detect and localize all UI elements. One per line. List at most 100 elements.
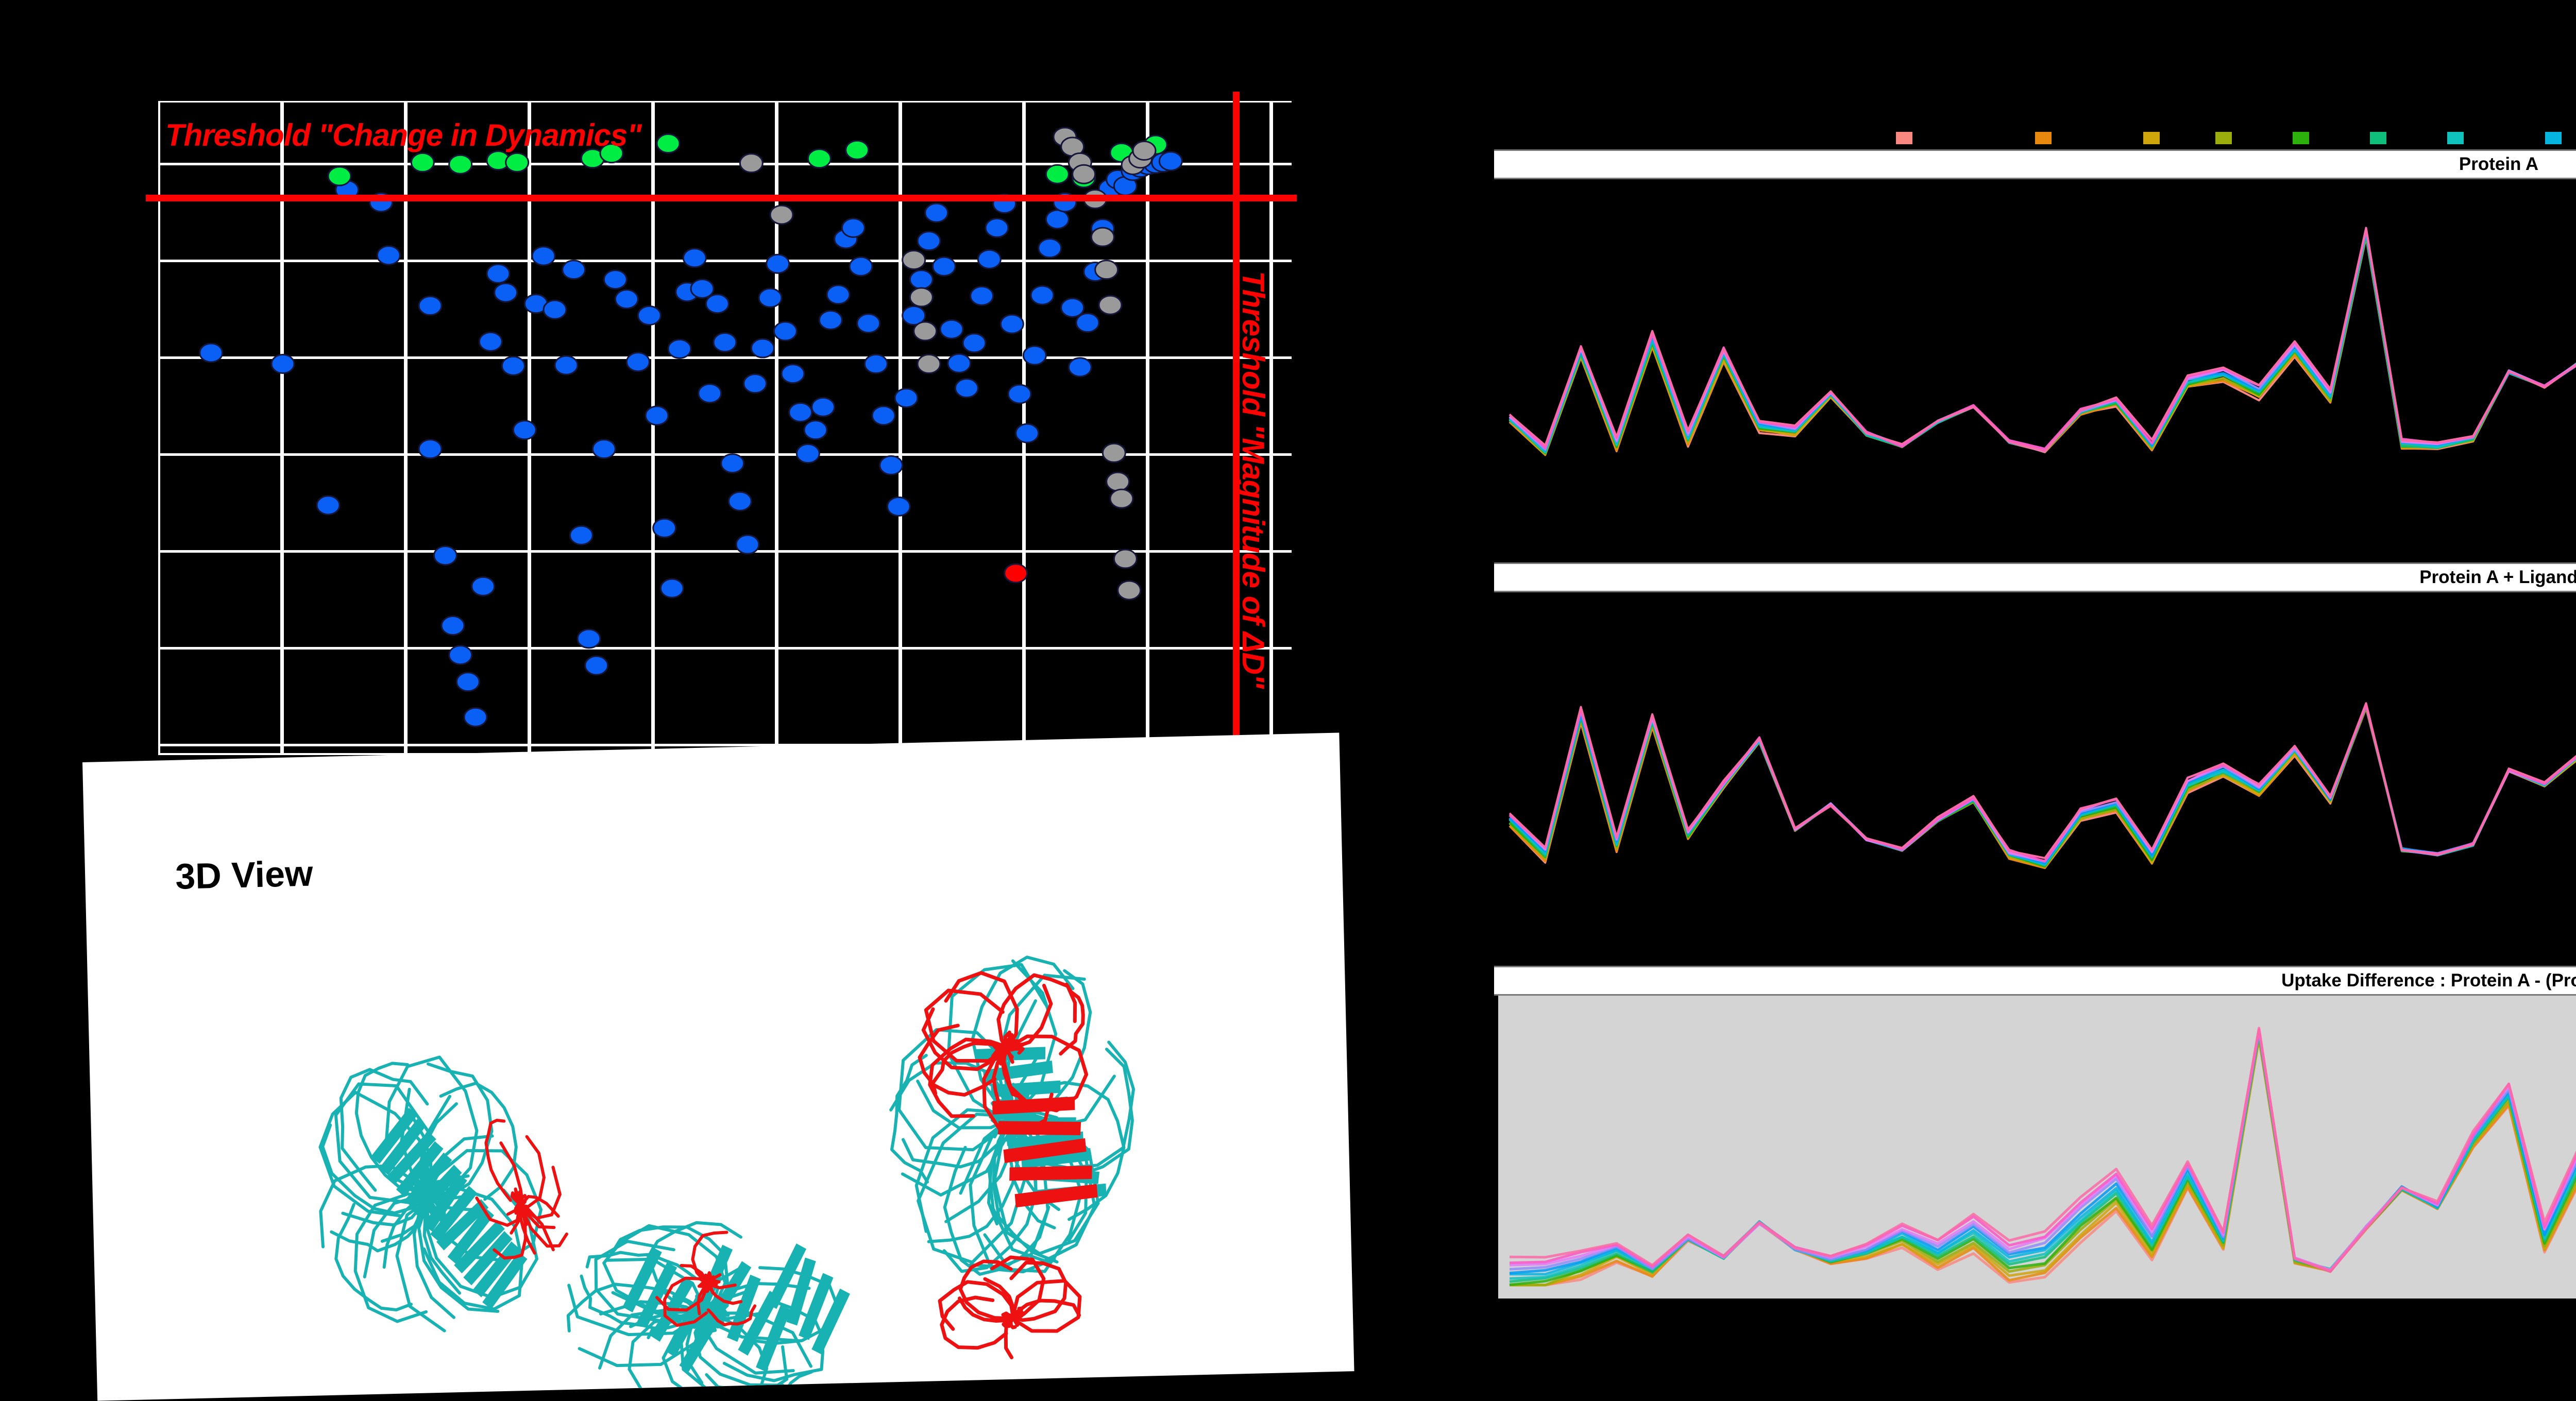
volcano-point-gray-points-5[interactable] [917,354,941,374]
volcano-point-blue-points-6[interactable] [418,296,443,316]
volcano-point-green-points-1[interactable] [410,152,435,173]
volcano-point-blue-points-33[interactable] [652,518,677,538]
volcano-point-red-points-0[interactable] [1004,563,1028,584]
volcano-point-blue-points-25[interactable] [577,628,601,649]
volcano-point-blue-points-23[interactable] [562,260,586,280]
legend-swatch-0[interactable] [1896,132,1912,144]
legend-swatch-5[interactable] [2370,132,2386,144]
volcano-point-blue-points-16[interactable] [494,282,518,303]
volcano-point-blue-points-55[interactable] [818,310,843,330]
volcano-point-blue-points-1[interactable] [270,354,295,374]
volcano-point-blue-points-82[interactable] [1022,345,1047,366]
volcano-point-green-points-2[interactable] [448,154,473,175]
volcano-point-blue-points-27[interactable] [591,439,616,459]
volcano-point-blue-points-58[interactable] [841,217,866,238]
volcano-point-blue-points-26[interactable] [584,655,609,676]
volcano-point-blue-points-29[interactable] [614,289,639,310]
volcano-point-blue-points-89[interactable] [1075,313,1100,333]
volcano-point-blue-points-81[interactable] [1015,423,1040,443]
volcano-point-blue-points-40[interactable] [705,294,730,314]
volcano-point-blue-points-14[interactable] [478,331,503,352]
volcano-point-blue-points-22[interactable] [554,355,579,375]
volcano-point-blue-points-64[interactable] [886,496,911,517]
volcano-point-blue-points-73[interactable] [954,378,979,399]
volcano-point-blue-points-71[interactable] [939,319,964,339]
volcano-point-blue-points-5[interactable] [376,245,401,266]
volcano-point-blue-points-47[interactable] [758,287,783,308]
volcano-point-green-points-7[interactable] [656,133,681,154]
volcano-point-blue-points-35[interactable] [667,338,692,359]
volcano-point-gray-points-17[interactable] [1113,549,1138,569]
volcano-point-gray-points-18[interactable] [1117,580,1142,601]
volcano-point-gray-points-13[interactable] [1098,295,1123,315]
volcano-point-blue-points-2[interactable] [316,495,341,516]
volcano-point-gray-points-11[interactable] [1090,227,1115,247]
volcano-point-blue-points-24[interactable] [569,525,594,545]
legend-swatch-7[interactable] [2545,132,2562,144]
volcano-point-green-points-4[interactable] [505,152,530,173]
volcano-point-blue-points-54[interactable] [811,397,836,417]
volcano-point-blue-points-88[interactable] [1067,357,1092,378]
volcano-point-blue-points-100[interactable] [1158,151,1183,172]
volcano-point-blue-points-43[interactable] [727,491,752,511]
volcano-point-blue-points-20[interactable] [531,246,556,266]
legend-swatch-2[interactable] [2143,132,2160,144]
volcano-point-blue-points-84[interactable] [1038,238,1062,259]
volcano-point-green-points-0[interactable] [327,166,352,186]
volcano-point-blue-points-60[interactable] [856,313,881,334]
trace-area-difference[interactable] [1494,996,2576,1299]
volcano-point-gray-points-9[interactable] [1072,164,1096,184]
volcano-point-gray-points-1[interactable] [769,204,794,225]
volcano-point-blue-points-50[interactable] [781,364,805,384]
volcano-point-blue-points-85[interactable] [1045,209,1070,230]
volcano-point-blue-points-7[interactable] [418,439,443,459]
volcano-point-blue-points-75[interactable] [970,285,994,306]
volcano-point-blue-points-59[interactable] [849,256,873,277]
volcano-point-blue-points-44[interactable] [735,534,760,555]
volcano-point-blue-points-8[interactable] [433,545,457,566]
volcano-point-gray-points-0[interactable] [739,153,764,174]
volcano-point-blue-points-11[interactable] [455,672,480,692]
trace-area-protein-a-ligand[interactable] [1494,592,2576,881]
volcano-point-blue-points-28[interactable] [603,269,628,290]
volcano-point-gray-points-15[interactable] [1106,471,1130,492]
volcano-point-blue-points-0[interactable] [199,343,224,363]
volcano-point-blue-points-49[interactable] [773,321,798,341]
volcano-plot-area[interactable]: Threshold "Change in Dynamics" Threshold… [146,92,1297,760]
volcano-point-blue-points-48[interactable] [766,253,790,274]
volcano-point-blue-points-46[interactable] [750,338,775,358]
volcano-point-blue-points-65[interactable] [894,388,919,408]
volcano-point-blue-points-34[interactable] [659,578,684,599]
volcano-point-blue-points-61[interactable] [863,354,888,374]
volcano-point-blue-points-72[interactable] [947,353,972,373]
volcano-point-gray-points-3[interactable] [909,287,934,307]
legend-swatch-4[interactable] [2293,132,2309,144]
volcano-point-blue-points-9[interactable] [440,616,465,636]
volcano-point-blue-points-83[interactable] [1030,285,1055,305]
volcano-point-blue-points-69[interactable] [924,202,949,223]
legend-swatch-3[interactable] [2215,132,2232,144]
volcano-point-blue-points-67[interactable] [909,269,934,290]
volcano-point-blue-points-12[interactable] [463,707,488,727]
volcano-point-gray-points-4[interactable] [913,321,938,341]
volcano-point-green-points-8[interactable] [807,148,832,169]
volcano-point-blue-points-38[interactable] [690,278,715,299]
protein-structure-cartoon[interactable] [272,890,1262,1401]
volcano-point-blue-points-31[interactable] [637,305,662,326]
volcano-point-gray-points-14[interactable] [1101,442,1126,463]
volcano-point-blue-points-70[interactable] [931,256,956,277]
volcano-point-blue-points-21[interactable] [543,299,567,320]
legend-swatch-6[interactable] [2447,132,2464,144]
volcano-point-blue-points-51[interactable] [788,402,813,423]
volcano-point-blue-points-52[interactable] [795,443,820,464]
volcano-point-blue-points-87[interactable] [1060,297,1085,318]
volcano-point-gray-points-2[interactable] [902,250,926,270]
3d-view-card[interactable]: 3D View [82,732,1354,1401]
volcano-point-gray-points-21[interactable] [1132,141,1157,161]
trace-area-protein-a[interactable] [1494,179,2576,468]
volcano-point-blue-points-56[interactable] [826,284,851,305]
volcano-point-blue-points-39[interactable] [698,383,722,404]
volcano-point-blue-points-77[interactable] [985,217,1009,238]
volcano-point-green-points-10[interactable] [1045,164,1070,184]
volcano-point-blue-points-80[interactable] [1007,384,1032,404]
